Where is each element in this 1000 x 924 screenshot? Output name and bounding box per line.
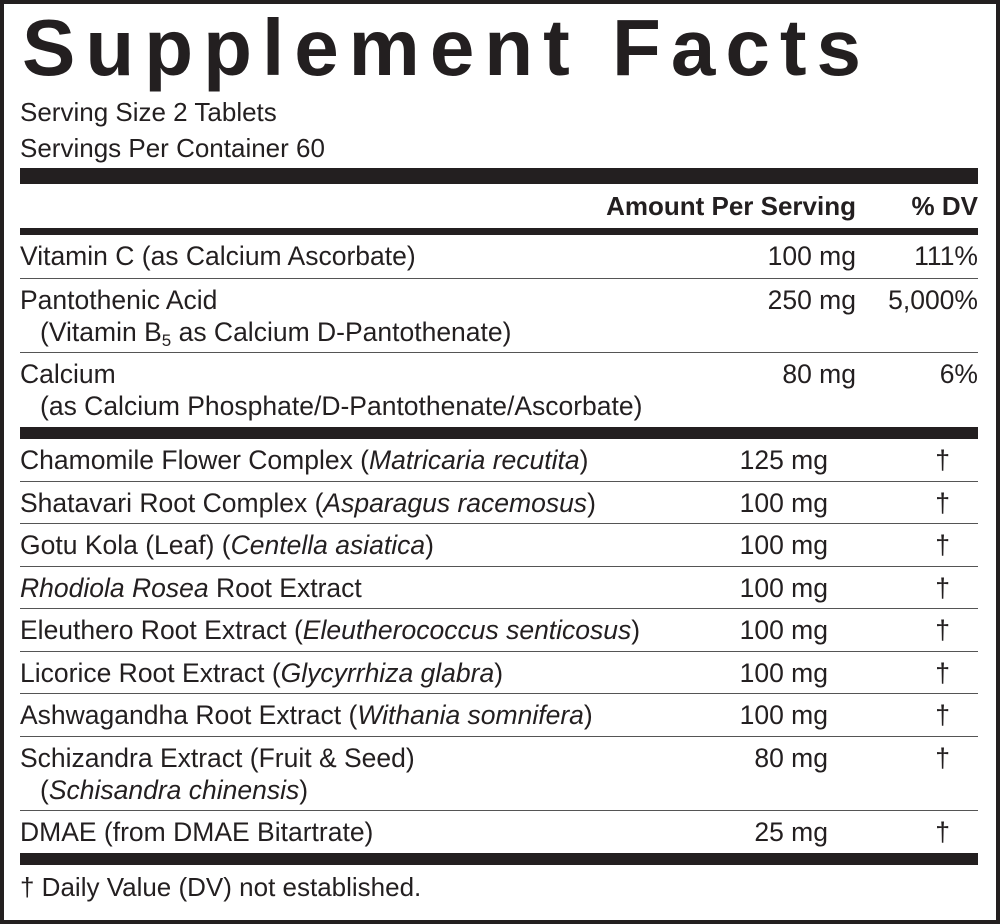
nutrient-row: DMAE (from DMAE Bitartrate) 25 mg † xyxy=(20,811,978,854)
nutrient-name: Ashwagandha Root Extract (Withania somni… xyxy=(20,699,698,736)
latin-name: Rhodiola Rosea xyxy=(20,572,209,603)
name-segment: DMAE (from DMAE Bitartrate) xyxy=(20,816,374,847)
name-segment: Vitamin C (as Calcium Ascorbate) xyxy=(20,241,416,271)
amount-header: Amount Per Serving xyxy=(606,191,856,221)
name-segment: ) xyxy=(587,487,596,518)
name-segment: ) xyxy=(425,530,434,560)
name-segment: Eleuthero Root Extract ( xyxy=(20,615,303,645)
name-segment: (as Calcium Phosphate/D-Pantothenate/Asc… xyxy=(40,391,643,421)
servings-per-container: Servings Per Container 60 xyxy=(20,133,325,163)
nutrient-name: Eleuthero Root Extract (Eleutherococcus … xyxy=(20,614,698,651)
nutrient-amount: 100 mg xyxy=(739,487,828,518)
latin-name: Matricaria recutita xyxy=(369,445,580,475)
nutrient-amount: 100 mg xyxy=(767,241,856,271)
vitamins-section: Vitamin C (as Calcium Ascorbate) 100 mg 11… xyxy=(20,235,978,427)
name-segment: Gotu Kola (Leaf) ( xyxy=(20,530,231,560)
nutrient-name: Rhodiola Rosea Root Extract xyxy=(20,572,698,609)
name-segment: Calcium xyxy=(20,359,116,389)
latin-name: Asparagus racemosus xyxy=(323,487,588,518)
nutrient-dv: † xyxy=(935,615,950,645)
nutrient-row: Vitamin C (as Calcium Ascorbate) 100 mg 11… xyxy=(20,235,978,279)
name-segment: Root Extract xyxy=(208,572,362,603)
nutrient-row: Schizandra Extract (Fruit & Seed) (Schisa… xyxy=(20,737,978,811)
nutrient-dv: † xyxy=(935,530,950,560)
column-header: Amount Per Serving % DV xyxy=(20,184,978,228)
name-segment: Pantothenic Acid xyxy=(20,285,218,315)
name-segment: ) xyxy=(299,774,309,805)
nutrient-row: Gotu Kola (Leaf) (Centella asiatica) 100 … xyxy=(20,524,978,567)
nutrient-amount: 125 mg xyxy=(739,445,828,475)
nutrient-name: Gotu Kola (Leaf) (Centella asiatica) xyxy=(20,529,698,566)
latin-name: Eleutherococcus senticosus xyxy=(302,615,632,645)
nutrient-name: DMAE (from DMAE Bitartrate) xyxy=(20,816,698,854)
nutrient-name: Pantothenic Acid (Vitamin B5 as Calcium D… xyxy=(20,284,726,352)
nutrient-amount: 100 mg xyxy=(739,700,828,730)
nutrient-name: Licorice Root Extract (Glycyrrhiza glabr… xyxy=(20,657,698,694)
nutrient-amount: 100 mg xyxy=(739,657,828,688)
name-segment: ) xyxy=(631,615,641,645)
name-segment: Licorice Root Extract ( xyxy=(20,657,281,688)
latin-name: Withania somnifera xyxy=(357,700,584,730)
name-segment: ( xyxy=(40,774,49,805)
nutrient-dv: † xyxy=(935,657,950,688)
nutrient-dv: † xyxy=(935,487,950,518)
name-segment: (Vitamin B xyxy=(40,317,162,347)
nutrient-dv: † xyxy=(935,572,950,603)
divider-medium xyxy=(20,228,978,235)
nutrient-row: Calcium (as Calcium Phosphate/D-Pantothen… xyxy=(20,353,978,427)
nutrient-amount: 25 mg xyxy=(754,816,828,847)
nutrient-name: Schizandra Extract (Fruit & Seed) (Schisa… xyxy=(20,742,698,810)
name-segment: ) xyxy=(579,445,589,475)
divider-thick xyxy=(20,168,978,184)
nutrient-row: Licorice Root Extract (Glycyrrhiza glabr… xyxy=(20,652,978,694)
nutrient-amount: 80 mg xyxy=(754,742,828,773)
name-segment: Chamomile Flower Complex ( xyxy=(20,445,370,475)
name-segment: as Calcium D-Pantothenate) xyxy=(171,317,512,347)
nutrient-name: Calcium (as Calcium Phosphate/D-Pantothen… xyxy=(20,358,726,427)
name-segment: Ashwagandha Root Extract ( xyxy=(20,700,358,730)
nutrient-dv: 5,000% xyxy=(888,285,978,315)
nutrient-dv: † xyxy=(935,816,950,847)
name-segment: 5 xyxy=(161,331,172,350)
divider-section xyxy=(20,427,978,439)
nutrient-row: Eleuthero Root Extract (Eleutherococcus … xyxy=(20,609,978,652)
divider-section xyxy=(20,853,978,865)
nutrient-dv: † xyxy=(935,742,950,773)
nutrient-amount: 80 mg xyxy=(782,359,856,389)
nutrient-dv: † xyxy=(935,445,950,475)
nutrient-row: Ashwagandha Root Extract (Withania somni… xyxy=(20,694,978,737)
dv-header: % DV xyxy=(911,191,978,221)
footnote: † Daily Value (DV) not established. xyxy=(20,872,422,902)
name-segment: Shatavari Root Complex ( xyxy=(20,487,324,518)
nutrient-name: Shatavari Root Complex (Asparagus racemo… xyxy=(20,487,698,524)
panel-title: Supplement Facts xyxy=(22,3,872,92)
name-segment: ) xyxy=(583,700,593,730)
name-segment: ) xyxy=(494,657,504,688)
nutrient-amount: 100 mg xyxy=(739,615,828,645)
latin-name: Schisandra chinensis xyxy=(48,774,300,805)
name-segment: Schizandra Extract (Fruit & Seed) xyxy=(20,742,415,773)
nutrient-name: Chamomile Flower Complex (Matricaria rec… xyxy=(20,444,698,481)
nutrient-row: Shatavari Root Complex (Asparagus racemo… xyxy=(20,482,978,524)
nutrient-amount: 100 mg xyxy=(739,530,828,560)
nutrient-name: Vitamin C (as Calcium Ascorbate) xyxy=(20,240,726,278)
serving-size: Serving Size 2 Tablets xyxy=(20,97,277,127)
latin-name: Glycyrrhiza glabra xyxy=(280,657,495,688)
nutrient-row: Chamomile Flower Complex (Matricaria rec… xyxy=(20,439,978,482)
nutrient-row: Pantothenic Acid (Vitamin B5 as Calcium D… xyxy=(20,279,978,353)
nutrient-row: Rhodiola Rosea Root Extract 100 mg † xyxy=(20,567,978,609)
nutrient-dv: 111% xyxy=(914,241,978,271)
herbs-section: Chamomile Flower Complex (Matricaria rec… xyxy=(20,439,978,853)
latin-name: Centella asiatica xyxy=(230,530,426,560)
nutrient-dv: 6% xyxy=(939,359,978,389)
nutrient-amount: 100 mg xyxy=(739,572,828,603)
nutrient-amount: 250 mg xyxy=(767,285,856,315)
nutrient-dv: † xyxy=(935,700,950,730)
